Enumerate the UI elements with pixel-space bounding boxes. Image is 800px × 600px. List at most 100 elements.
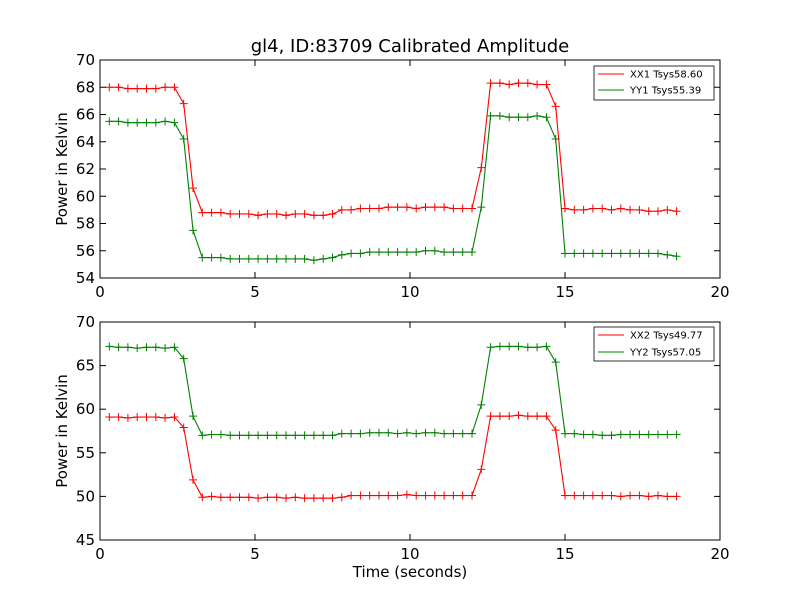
- data-point-0-1-23: [319, 254, 328, 263]
- y-tick-label-0-4: 62: [76, 160, 95, 178]
- data-point-0-0-21: [300, 209, 309, 218]
- data-point-0-1-26: [347, 249, 356, 258]
- data-point-1-0-58: [644, 492, 653, 501]
- data-point-1-0-36: [440, 491, 449, 500]
- data-point-1-0-42: [495, 412, 504, 421]
- data-point-1-0-56: [626, 491, 635, 500]
- data-point-0-0-1: [114, 83, 123, 92]
- data-point-1-1-33: [412, 429, 421, 438]
- y-tick-label-1-1: 50: [76, 487, 95, 505]
- data-point-1-0-15: [244, 493, 253, 502]
- data-point-0-1-28: [365, 248, 374, 257]
- data-point-1-0-37: [449, 491, 458, 500]
- data-point-0-1-15: [244, 254, 253, 263]
- data-point-0-1-54: [607, 249, 616, 258]
- y-tick-label-1-0: 45: [76, 531, 95, 549]
- data-point-0-0-23: [319, 211, 328, 220]
- data-point-0-1-32: [402, 248, 411, 257]
- data-point-1-0-31: [393, 491, 402, 500]
- data-point-1-0-51: [579, 491, 588, 500]
- data-point-1-0-59: [654, 491, 662, 500]
- data-point-0-1-14: [235, 254, 244, 263]
- data-point-0-0-47: [542, 80, 551, 89]
- data-point-0-0-17: [263, 209, 272, 218]
- bottom-x-axis-label: Time (seconds): [352, 563, 468, 581]
- y-tick-label-0-0: 54: [76, 269, 95, 287]
- data-point-1-1-29: [375, 428, 383, 437]
- data-point-0-0-57: [635, 205, 644, 214]
- data-point-1-0-35: [430, 491, 439, 500]
- data-point-1-0-41: [486, 412, 495, 421]
- data-point-0-1-49: [561, 249, 569, 258]
- data-point-0-0-25: [337, 205, 346, 214]
- data-point-1-1-51: [579, 430, 588, 439]
- data-point-1-1-45: [523, 343, 532, 352]
- data-point-0-0-6: [161, 83, 170, 92]
- data-point-1-1-23: [319, 431, 328, 440]
- data-point-1-1-60: [663, 430, 672, 439]
- data-point-0-1-6: [161, 117, 170, 126]
- legend-label-yy2: YY2 Tsys57.05: [629, 348, 701, 359]
- data-point-1-1-19: [282, 431, 290, 440]
- bottom-axis-ticks: 0 5 10 15 20 45 50 55 60 65 70: [76, 313, 730, 563]
- data-point-1-0-46: [533, 412, 542, 421]
- data-point-1-1-24: [328, 431, 337, 440]
- data-point-1-1-18: [272, 431, 281, 440]
- data-point-1-0-52: [588, 491, 597, 500]
- data-point-0-0-33: [412, 204, 421, 213]
- x-tick-label-0-4: 20: [710, 283, 729, 301]
- data-point-1-1-35: [430, 428, 439, 437]
- data-point-0-0-24: [328, 209, 337, 218]
- data-point-1-1-26: [347, 429, 356, 438]
- data-point-0-0-59: [654, 207, 662, 216]
- data-point-1-1-43: [505, 342, 514, 351]
- data-point-0-0-18: [272, 209, 281, 218]
- data-point-1-0-25: [337, 493, 346, 502]
- x-tick-label-1-2: 10: [400, 545, 419, 563]
- data-point-1-0-34: [421, 491, 430, 500]
- data-point-0-0-50: [570, 205, 579, 214]
- data-point-1-0-29: [375, 491, 383, 500]
- data-point-1-0-53: [598, 491, 607, 500]
- data-point-0-1-36: [440, 248, 449, 257]
- data-point-1-0-4: [142, 413, 151, 422]
- data-point-0-0-40: [477, 163, 486, 172]
- data-point-1-0-9: [189, 475, 197, 484]
- data-point-1-1-3: [133, 344, 142, 353]
- data-point-1-1-41: [486, 343, 495, 352]
- bottom-series-group: [105, 342, 681, 503]
- data-point-1-1-46: [533, 343, 542, 352]
- data-point-1-1-48: [551, 358, 560, 367]
- data-point-0-0-34: [421, 203, 430, 212]
- data-point-1-0-39: [468, 491, 476, 500]
- data-point-1-1-59: [654, 430, 662, 439]
- data-point-0-0-10: [198, 208, 207, 217]
- data-point-1-1-22: [309, 431, 318, 440]
- data-point-1-0-54: [607, 491, 616, 500]
- data-point-1-0-17: [263, 493, 272, 502]
- data-point-1-0-33: [412, 491, 421, 500]
- data-point-1-1-11: [207, 430, 216, 439]
- data-point-1-1-56: [626, 430, 635, 439]
- top-series-group: [105, 79, 681, 265]
- data-point-0-0-8: [179, 99, 188, 108]
- data-point-1-1-0: [105, 342, 114, 351]
- data-point-0-0-52: [588, 204, 597, 213]
- data-point-1-0-1: [114, 413, 123, 422]
- data-point-1-1-1: [114, 343, 123, 352]
- data-point-0-1-13: [226, 254, 235, 263]
- data-point-0-0-22: [309, 211, 318, 220]
- x-tick-label-0-2: 10: [400, 283, 419, 301]
- data-point-1-0-40: [477, 465, 486, 474]
- data-point-1-1-44: [514, 342, 523, 351]
- data-point-1-0-13: [226, 493, 235, 502]
- data-point-0-1-59: [654, 249, 662, 258]
- data-point-0-1-60: [663, 250, 672, 259]
- data-point-0-1-50: [570, 249, 579, 258]
- data-point-1-0-60: [663, 492, 672, 501]
- data-point-0-0-15: [244, 209, 253, 218]
- data-point-1-1-49: [561, 429, 569, 438]
- data-point-1-1-53: [598, 431, 607, 440]
- data-point-1-0-61: [672, 492, 681, 501]
